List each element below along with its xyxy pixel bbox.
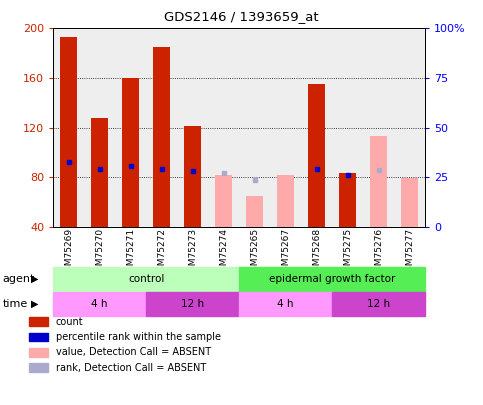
Bar	[153, 47, 170, 227]
Text: value, Detection Call = ABSENT: value, Detection Call = ABSENT	[56, 347, 211, 357]
Bar	[246, 196, 263, 227]
Text: control: control	[128, 274, 164, 284]
Text: rank, Detection Call = ABSENT: rank, Detection Call = ABSENT	[56, 363, 206, 373]
Text: 12 h: 12 h	[181, 299, 204, 309]
Text: ▶: ▶	[31, 299, 39, 309]
Text: count: count	[56, 317, 83, 326]
Text: time: time	[2, 299, 28, 309]
Bar	[215, 175, 232, 227]
Bar	[60, 37, 77, 227]
Bar	[184, 126, 201, 227]
Text: percentile rank within the sample: percentile rank within the sample	[56, 332, 221, 342]
Text: ▶: ▶	[31, 274, 39, 284]
Bar	[339, 173, 356, 227]
Bar	[308, 84, 325, 227]
Text: 12 h: 12 h	[367, 299, 390, 309]
Bar	[91, 117, 108, 227]
Text: GDS2146 / 1393659_at: GDS2146 / 1393659_at	[164, 10, 319, 23]
Bar	[122, 78, 139, 227]
Text: 4 h: 4 h	[91, 299, 108, 309]
Bar	[370, 136, 387, 227]
Bar	[277, 175, 294, 227]
Text: epidermal growth factor: epidermal growth factor	[269, 274, 395, 284]
Text: agent: agent	[2, 274, 35, 284]
Text: 4 h: 4 h	[277, 299, 294, 309]
Bar	[401, 179, 418, 227]
